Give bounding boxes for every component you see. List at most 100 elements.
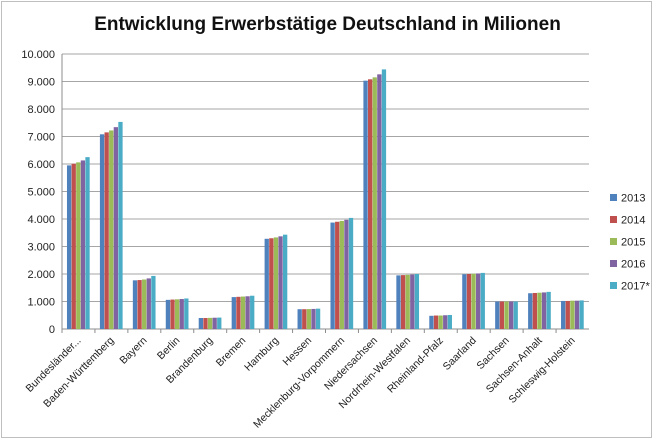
y-tick-label: 3.000 xyxy=(27,242,55,254)
bar xyxy=(113,127,119,330)
bar xyxy=(480,272,485,329)
x-tick-label: Bayern xyxy=(117,335,149,367)
bar xyxy=(174,299,180,329)
bar xyxy=(170,299,175,329)
gridlines xyxy=(62,53,589,302)
x-tick-labels: Bundesländer...Baden-Württemberg Bayern Be… xyxy=(23,335,577,431)
bar xyxy=(396,275,401,329)
y-tick-label: 4.000 xyxy=(27,214,55,226)
bar xyxy=(570,300,575,329)
bar xyxy=(137,280,142,329)
bar xyxy=(377,74,382,329)
bar xyxy=(433,315,439,329)
bar xyxy=(240,296,246,329)
x-tick-label: Berlin xyxy=(155,335,183,363)
bar xyxy=(410,274,415,329)
bar xyxy=(330,222,335,329)
y-tick-label: 5.000 xyxy=(27,187,55,199)
chart-title: Entwicklung Erwerbstätige Deutschland in… xyxy=(94,14,561,35)
bar xyxy=(80,160,86,329)
y-tick-label: 9.000 xyxy=(27,77,55,89)
bar xyxy=(278,236,283,329)
bar xyxy=(184,298,189,329)
bar xyxy=(471,273,476,329)
bar xyxy=(528,293,533,329)
bar xyxy=(146,278,151,329)
bar xyxy=(495,301,500,329)
bar xyxy=(476,273,481,329)
bar xyxy=(513,301,518,329)
legend-label: 2016 xyxy=(621,259,645,271)
bar xyxy=(443,315,448,329)
bar xyxy=(311,308,316,329)
bar xyxy=(438,315,443,329)
bar xyxy=(546,291,551,329)
bar xyxy=(217,317,222,329)
bar xyxy=(541,292,547,329)
bar xyxy=(368,79,373,329)
y-tick-labels: 0 1.000 2.000 3.000 4.000 5.000 6.000 7.000 8.00… xyxy=(21,49,55,336)
bar xyxy=(76,162,81,329)
bar xyxy=(203,318,208,329)
bar xyxy=(315,308,321,329)
bar xyxy=(400,275,406,329)
bar xyxy=(165,299,171,329)
bar xyxy=(532,292,537,329)
bar xyxy=(363,80,368,329)
bar xyxy=(381,69,387,330)
bar xyxy=(372,77,377,329)
legend-label: 2015 xyxy=(621,237,645,249)
bar xyxy=(499,301,505,329)
x-tick-label: Hamburg xyxy=(242,335,281,374)
bar xyxy=(429,315,434,329)
bar xyxy=(132,280,138,329)
legend-swatch xyxy=(610,238,617,245)
bar xyxy=(282,234,288,329)
legend-swatch xyxy=(610,216,617,223)
bar xyxy=(264,238,269,329)
bar xyxy=(104,132,109,329)
bar xyxy=(537,292,542,329)
bar xyxy=(142,279,147,329)
bar xyxy=(414,274,420,329)
y-tick-label: 6.000 xyxy=(27,159,55,171)
bar xyxy=(118,121,123,329)
y-tick-label: 8.000 xyxy=(27,104,55,116)
bar xyxy=(99,134,105,329)
bar xyxy=(212,317,217,329)
bar xyxy=(231,297,236,329)
legend: 2013 2014 2015 2016 2017* xyxy=(610,193,650,293)
legend-label: 2013 xyxy=(621,193,645,205)
bar xyxy=(71,163,76,329)
bar xyxy=(574,300,580,329)
bar xyxy=(466,274,472,329)
bar xyxy=(508,301,514,329)
bar xyxy=(66,165,72,329)
bar xyxy=(565,300,570,329)
bar xyxy=(179,299,184,329)
bar xyxy=(207,317,213,329)
legend-swatch xyxy=(610,194,617,201)
bar xyxy=(198,318,204,329)
bar xyxy=(447,314,452,329)
bar xyxy=(504,301,509,329)
bar xyxy=(462,274,467,329)
bar xyxy=(348,217,354,329)
bar xyxy=(273,237,279,329)
bar xyxy=(302,309,307,329)
y-tick-label: 7.000 xyxy=(27,132,55,144)
x-tick-label: Bundesländer... xyxy=(23,335,83,395)
y-tick-label: 2.000 xyxy=(27,269,55,281)
bar xyxy=(335,221,340,329)
bar xyxy=(405,274,410,329)
legend-label: 2014 xyxy=(621,215,645,227)
bar xyxy=(250,295,255,329)
bar xyxy=(306,309,312,329)
x-tick-label: Saarland xyxy=(441,335,479,373)
y-tick-label: 0 xyxy=(49,324,55,336)
legend-swatch xyxy=(610,260,617,267)
bar xyxy=(339,220,344,329)
bar xyxy=(269,238,274,329)
